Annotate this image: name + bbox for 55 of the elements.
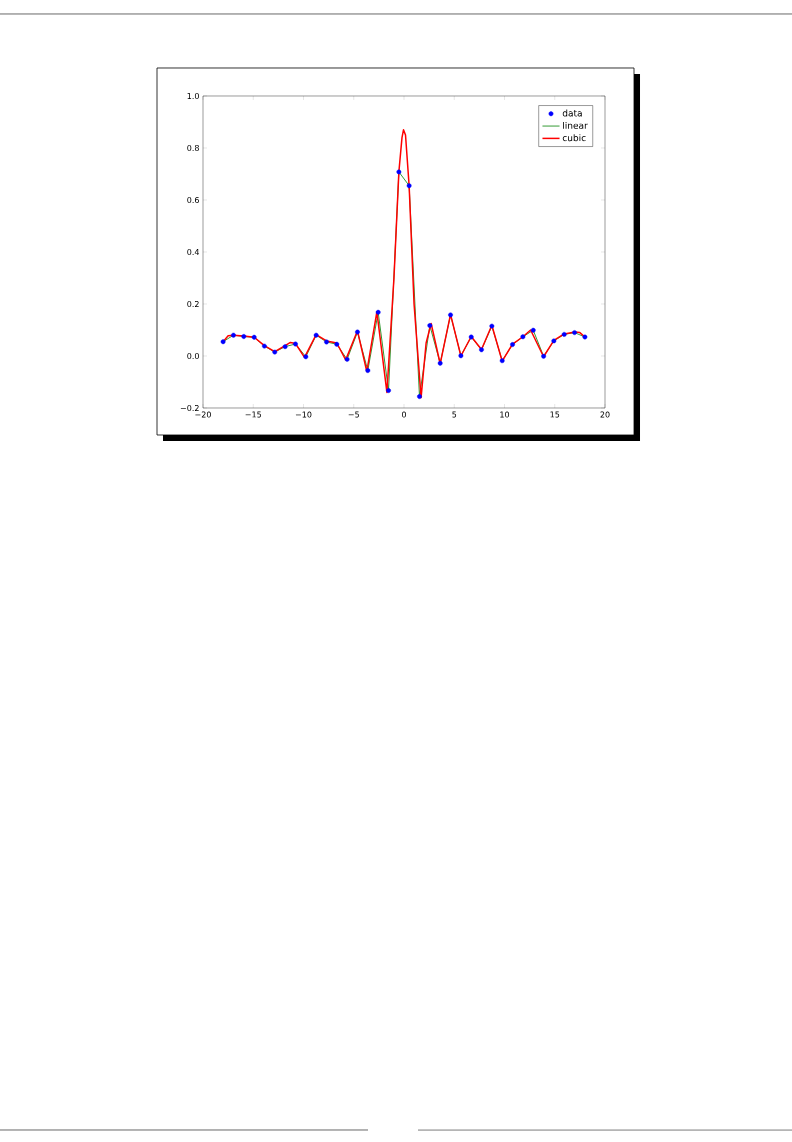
point <box>386 388 391 393</box>
point <box>303 354 309 360</box>
x-tick-label: 5 <box>452 411 457 418</box>
point <box>396 169 402 175</box>
x-tick-label: 10 <box>500 411 510 418</box>
point <box>355 329 360 335</box>
point <box>561 332 567 337</box>
point <box>375 309 381 315</box>
x-tick-label: 20 <box>600 411 610 418</box>
point <box>334 341 340 347</box>
y-tick-label: 0.2 <box>187 300 199 308</box>
point <box>262 343 267 349</box>
point <box>220 339 226 345</box>
point <box>582 334 588 340</box>
point <box>520 334 526 340</box>
point <box>530 327 536 333</box>
x-tick-label: −20 <box>195 411 211 418</box>
point <box>293 341 298 347</box>
y-tick-label: 0.4 <box>187 248 200 256</box>
point <box>406 183 412 189</box>
point <box>551 338 557 344</box>
point <box>489 323 495 329</box>
point <box>541 353 546 359</box>
point <box>479 347 484 353</box>
point <box>365 368 371 373</box>
point <box>437 360 443 366</box>
y-tick-label: 0.6 <box>187 196 199 204</box>
point <box>251 334 257 340</box>
x-tick-label: 0 <box>401 411 407 418</box>
x-tick-label: −15 <box>245 411 261 418</box>
point <box>313 332 319 338</box>
point <box>499 358 505 364</box>
y-tick-label: 0.8 <box>187 144 199 152</box>
y-tick-label: −0.2 <box>180 404 199 412</box>
point <box>427 323 433 328</box>
point <box>468 334 474 340</box>
point <box>324 339 329 345</box>
point <box>510 342 515 347</box>
point <box>417 394 422 399</box>
x-tick-label: 15 <box>550 411 560 418</box>
point <box>448 312 453 318</box>
point <box>241 334 247 339</box>
point <box>282 344 288 350</box>
y-tick-label: 1.0 <box>187 92 199 100</box>
legend-label: cubic <box>562 134 586 142</box>
point <box>458 353 464 359</box>
legend-label: linear <box>563 121 588 129</box>
x-tick-label: −10 <box>295 411 312 418</box>
x-tick-label: −5 <box>348 411 359 418</box>
point <box>572 330 577 335</box>
point <box>272 349 278 355</box>
point <box>231 332 236 338</box>
y-tick-label: 0.0 <box>187 352 199 360</box>
point <box>344 356 350 362</box>
legend-label: data <box>562 109 582 117</box>
